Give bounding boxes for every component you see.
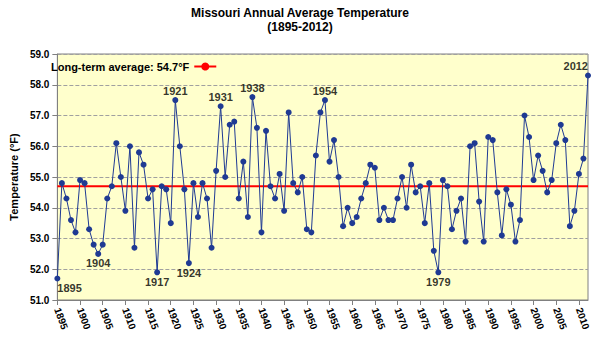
svg-text:53.0: 53.0 — [30, 233, 50, 244]
svg-text:55.0: 55.0 — [30, 172, 50, 183]
svg-text:Long-term average: 54.7°F: Long-term average: 54.7°F — [51, 61, 190, 73]
svg-text:1921: 1921 — [163, 85, 187, 97]
svg-text:1990: 1990 — [483, 306, 501, 331]
svg-text:1960: 1960 — [347, 306, 365, 331]
svg-text:56.0: 56.0 — [30, 141, 50, 152]
svg-text:1895: 1895 — [52, 306, 70, 331]
svg-text:1970: 1970 — [392, 306, 410, 331]
svg-text:1985: 1985 — [460, 306, 478, 331]
svg-text:59.0: 59.0 — [30, 49, 50, 60]
svg-text:1995: 1995 — [506, 306, 524, 331]
svg-text:1965: 1965 — [370, 306, 388, 331]
svg-text:1950: 1950 — [302, 306, 320, 331]
svg-text:1924: 1924 — [177, 267, 202, 279]
svg-text:1975: 1975 — [415, 306, 433, 331]
svg-text:(1895-2012): (1895-2012) — [267, 20, 332, 34]
svg-text:1900: 1900 — [75, 306, 93, 331]
svg-text:1980: 1980 — [438, 306, 456, 331]
svg-text:1954: 1954 — [313, 85, 338, 97]
svg-text:2010: 2010 — [574, 306, 592, 331]
svg-text:1920: 1920 — [166, 306, 184, 331]
svg-text:51.0: 51.0 — [30, 295, 50, 306]
svg-text:57.0: 57.0 — [30, 110, 50, 121]
svg-text:1895: 1895 — [57, 282, 81, 294]
svg-text:52.0: 52.0 — [30, 264, 50, 275]
svg-text:1904: 1904 — [86, 257, 111, 269]
svg-text:1955: 1955 — [324, 306, 342, 331]
svg-text:1910: 1910 — [120, 306, 138, 331]
svg-text:1917: 1917 — [145, 276, 169, 288]
svg-text:1925: 1925 — [188, 306, 206, 331]
svg-text:Missouri Annual Average Temper: Missouri Annual Average Temperature — [191, 6, 409, 20]
svg-text:2005: 2005 — [551, 306, 569, 331]
svg-text:58.0: 58.0 — [30, 79, 50, 90]
svg-text:Temperature (°F): Temperature (°F) — [8, 133, 20, 221]
svg-text:54.0: 54.0 — [30, 202, 50, 213]
svg-text:1938: 1938 — [240, 82, 264, 94]
svg-text:1979: 1979 — [426, 276, 450, 288]
svg-text:2012: 2012 — [564, 60, 588, 72]
svg-text:1935: 1935 — [234, 306, 252, 331]
svg-text:1945: 1945 — [279, 306, 297, 331]
svg-text:1931: 1931 — [208, 91, 232, 103]
svg-text:1930: 1930 — [211, 306, 229, 331]
svg-text:1905: 1905 — [98, 306, 116, 331]
svg-text:1915: 1915 — [143, 306, 161, 331]
svg-text:1940: 1940 — [256, 306, 274, 331]
svg-text:2000: 2000 — [528, 306, 546, 331]
